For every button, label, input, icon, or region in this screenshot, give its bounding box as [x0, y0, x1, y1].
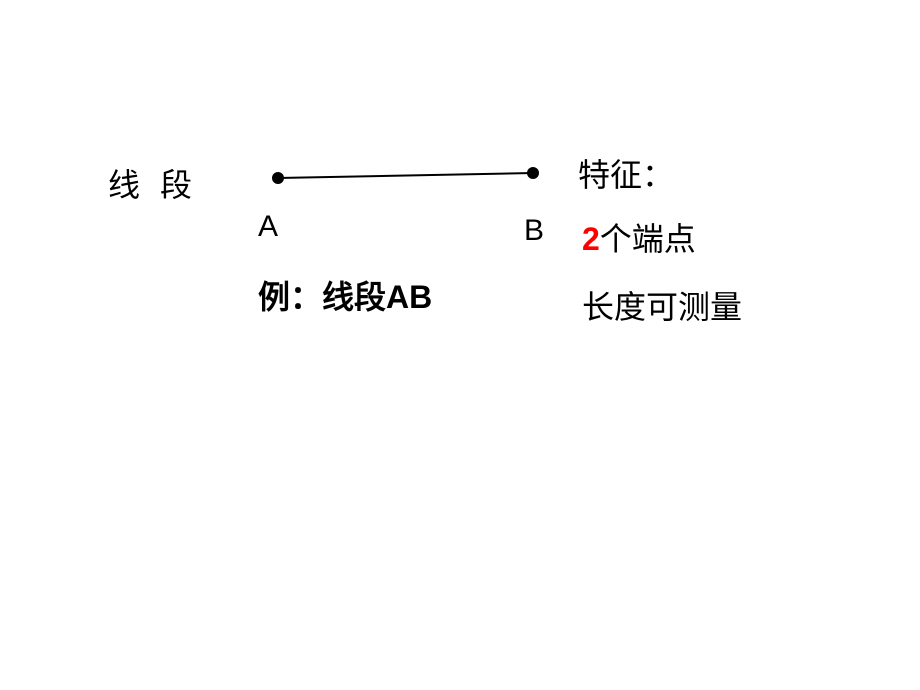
- feature-endpoints: 2个端点: [582, 214, 696, 260]
- segment-line: [278, 173, 533, 178]
- features-heading: 特征：: [578, 150, 674, 196]
- example-text: 例：线段AB: [258, 272, 432, 318]
- slide-canvas: 线 段 A B 例：线段AB 特征： 2个端点 长度可测量: [0, 0, 920, 690]
- endpoint-label-a: A: [258, 210, 278, 244]
- feature-endpoint-suffix: 个端点: [600, 221, 696, 257]
- endpoint-a-dot: [272, 172, 284, 184]
- feature-measurable: 长度可测量: [582, 282, 742, 328]
- endpoint-label-b: B: [524, 214, 544, 248]
- endpoint-b-dot: [527, 167, 539, 179]
- example-name: AB: [386, 279, 432, 315]
- example-prefix: 例：线段: [258, 279, 386, 315]
- feature-endpoint-count: 2: [582, 221, 600, 257]
- line-segment-ab: [0, 0, 920, 690]
